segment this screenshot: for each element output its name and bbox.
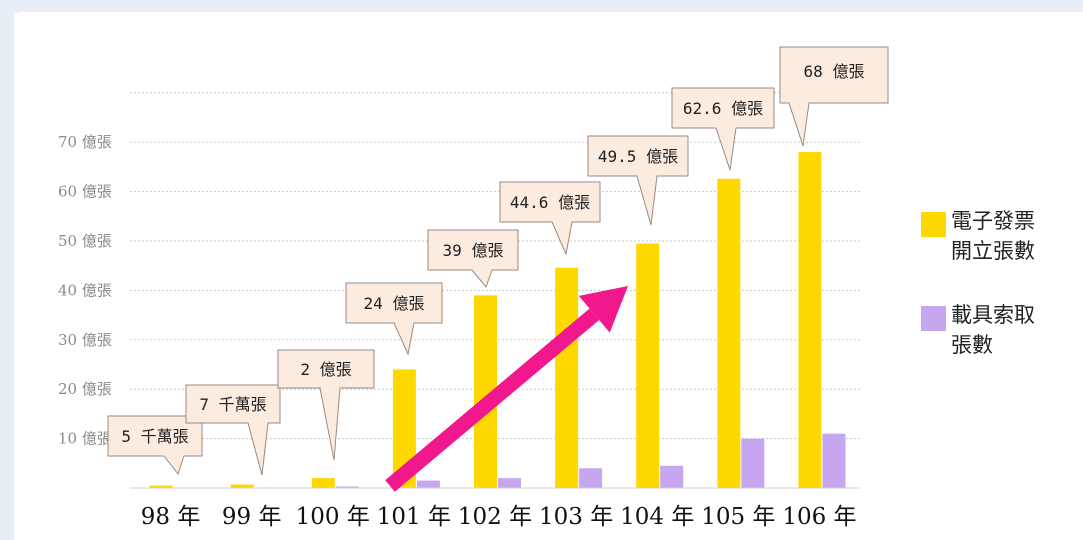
bar-issued [798,152,822,488]
y-tick-label: 60 億張 [58,183,112,201]
data-label-callout: 2 億張 [277,349,375,461]
x-tick-label: 103 年 [539,504,613,530]
bar-carrier [498,478,521,488]
trend-arrow [385,286,628,492]
data-label: 5 千萬張 [121,427,188,446]
arrow-shaft [385,308,600,492]
callout-box [779,46,889,147]
legend-swatch [921,306,946,331]
data-label: 44.6 億張 [510,193,590,212]
data-label: 24 億張 [364,294,425,313]
x-tick-label: 105 年 [701,504,775,530]
data-label-callout: 39 億張 [427,229,519,289]
x-tick-label: 100 年 [296,504,370,530]
data-label: 39 億張 [443,241,504,260]
bar-issued [311,478,335,488]
bar-issued [392,369,416,488]
bar-issued [555,267,579,488]
data-label-callouts: 5 千萬張 7 千萬張 2 億張 24 億張 39 億張 44.6 億張 49.5 億張 62… [107,46,889,476]
bars [149,152,846,489]
x-tick-label: 98 年 [141,504,201,530]
x-tick-label: 106 年 [782,504,856,530]
bar-carrier [335,486,359,488]
arrow-head [578,286,628,333]
legend-swatch [921,212,946,237]
bar-issued [149,485,173,488]
y-tick-label: 10 億張 [58,430,112,448]
data-label: 7 千萬張 [199,395,266,414]
bar-carrier [660,465,684,488]
legend-label: 開立張數 [951,239,1035,263]
bar-issued [230,484,254,488]
data-label: 2 億張 [300,360,351,379]
x-tick-label: 101 年 [377,504,451,530]
data-label-callout: 44.6 億張 [499,181,601,256]
y-tick-label: 30 億張 [58,331,112,349]
data-label-callout: 24 億張 [345,282,443,356]
callout-box [499,181,601,256]
x-tick-label: 99 年 [222,504,282,530]
callout-box [277,349,375,461]
y-tick-label: 50 億張 [58,232,112,250]
callout-box [345,282,443,356]
callout-box [427,229,519,289]
x-tick-label: 102 年 [458,504,532,530]
callout-box [587,135,689,226]
y-tick-label: 70 億張 [58,133,112,151]
callout-box [671,87,775,171]
data-label-callout: 62.6 億張 [671,87,775,171]
y-axis-ticks: 10 億張 20 億張 30 億張 40 億張 50 億張 60 億張 70 億張 [58,133,112,447]
legend-label: 張數 [951,333,993,357]
data-label: 62.6 億張 [683,99,763,118]
data-label-callout: 68 億張 [779,46,889,147]
bar-issued [717,178,741,489]
x-tick-label: 104 年 [620,504,694,530]
bar-issued [636,243,660,488]
legend-label: 電子發票 [951,209,1035,233]
y-tick-label: 20 億張 [58,380,112,398]
legend-label: 載具索取 [951,303,1035,327]
data-label: 68 億張 [804,62,865,81]
bar-carrier [416,480,440,488]
bar-carrier [741,438,765,488]
callout-box [185,384,281,476]
bar-carrier [822,433,846,488]
data-label-callout: 49.5 億張 [587,135,689,226]
x-axis-ticks: 98 年 99 年 100 年 101 年 102 年 103 年 104 年 105 年 10… [141,504,857,530]
data-label-callout: 7 千萬張 [185,384,281,476]
y-tick-label: 40 億張 [58,281,112,299]
bar-carrier [579,468,603,488]
data-label-callout: 5 千萬張 [107,415,203,476]
bar-issued [474,295,497,488]
data-label: 49.5 億張 [598,147,678,166]
